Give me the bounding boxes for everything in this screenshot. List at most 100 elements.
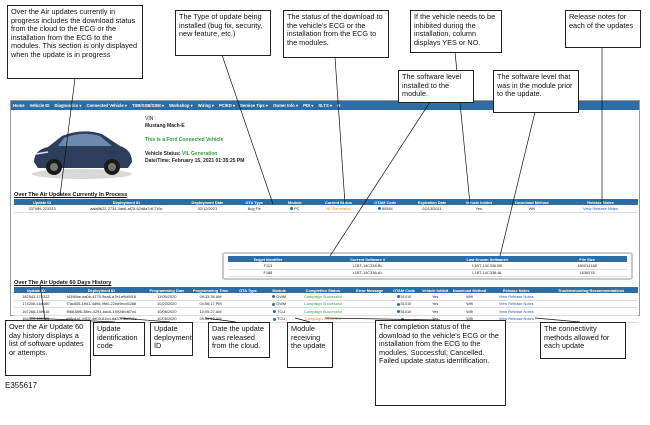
table-cell: L1BT-14C336-AL	[307, 269, 428, 277]
software-table: Target Identifier Current Software # Last …	[228, 256, 627, 277]
column-header: Download Method	[450, 287, 489, 293]
table-cell	[350, 307, 389, 316]
table-cell: 10/20/2020	[145, 300, 189, 308]
nav-item[interactable]: PDI ▾	[303, 103, 314, 108]
table-cell: L1BT-14C336-BK	[427, 262, 548, 270]
column-header: Troubleshooting Recommendations	[544, 287, 638, 293]
table-cell: VIL Generation	[313, 205, 364, 213]
table-cell	[232, 307, 264, 316]
table-cell: Wifi	[500, 205, 564, 213]
table-cell[interactable]: View Release Notes	[488, 300, 545, 308]
table-cell: L1BT-14C336-AL	[427, 269, 548, 277]
table-cell: f96638f6-38ec-4291-bac6-1f0f2dbd67c4	[57, 307, 146, 316]
status-label: Vehicle Status:	[145, 151, 181, 157]
callout: Over the Air Update 60 day history displ…	[5, 320, 91, 376]
nav-item[interactable]: Wiring ▾	[197, 103, 214, 108]
table-cell: TCU	[263, 307, 295, 316]
vehicle-status: Vehicle Status: VIL Generation	[145, 151, 217, 157]
callout: If the vehicle needs to be inhibited dur…	[410, 10, 502, 53]
column-header: Deployment ID	[70, 199, 183, 205]
column-header: File Size	[547, 256, 627, 262]
table-cell	[232, 300, 264, 308]
nav-item[interactable]: Connected Vehicle ▾	[86, 103, 127, 108]
table-cell: GWM	[263, 293, 295, 301]
table-cell: Yes	[456, 205, 501, 213]
table-cell	[350, 300, 389, 308]
column-header: Programming Time	[188, 287, 233, 293]
column-header: Deployment Date	[182, 199, 233, 205]
callout: Update identification code	[93, 322, 145, 356]
table-cell	[350, 293, 389, 301]
column-header: Deployment ID	[57, 287, 146, 293]
table-row: 174206-164480 f7ac805-1961-4d96-9fd0-22bd…	[14, 300, 638, 308]
column-header: OTA Type	[232, 287, 264, 293]
vehicle-datetime: Date/Time: February 15, 2021 01:35:25 PM	[145, 158, 245, 164]
table-cell: 02/12/2021	[182, 205, 233, 213]
table-cell: GWM	[263, 300, 295, 308]
nav-item[interactable]: TSB/GSB/SSM ▾	[131, 103, 165, 108]
table-row: 167265-159015 f96638f6-38ec-4291-bac6-1f0…	[14, 307, 638, 316]
callout: Release notes for each of the updates	[565, 10, 641, 48]
table-cell: 10:05:27 AM	[188, 307, 233, 316]
nav-item[interactable]: Vehicle ID	[29, 103, 50, 108]
table-cell	[544, 307, 638, 316]
callout: The Type of update being installed (bug …	[175, 10, 271, 56]
table-cell: Wifi	[450, 300, 489, 308]
nav-item[interactable]: Diagnostics ▾	[54, 103, 82, 108]
nav-item[interactable]: Home	[13, 103, 25, 108]
section-title: Over The Air Updates Currently In Proces…	[14, 192, 128, 198]
table-cell[interactable]: View Release Notes	[563, 205, 638, 213]
nav-item[interactable]: SLTS ▾	[318, 103, 332, 108]
table-cell: 51010	[388, 307, 420, 316]
table-cell[interactable]: View Release Notes	[488, 293, 545, 301]
column-header: Completion Status	[294, 287, 351, 293]
table-cell: F113	[228, 262, 308, 270]
callout: The software level that was in the modul…	[493, 70, 579, 113]
table-cell[interactable]: View Release Notes	[488, 315, 545, 323]
table-cell: Wifi	[450, 307, 489, 316]
vehicle-image	[32, 131, 132, 179]
table-cell: 1636278	[547, 269, 627, 277]
table-cell: 50584	[363, 205, 408, 213]
table-cell: 04:56:17 PM	[188, 300, 233, 308]
table-cell: 174206-164480	[14, 300, 58, 308]
nav-item[interactable]: ⚙	[337, 103, 341, 108]
table-cell[interactable]: View Release Notes	[488, 307, 545, 316]
column-header: Module	[276, 199, 314, 205]
history-table: Update ID Deployment ID Programming Date Pr…	[14, 287, 638, 323]
table-cell: Yes	[419, 300, 451, 308]
vin-label: VIN :	[145, 116, 157, 122]
column-header: Target Identifier	[228, 256, 308, 262]
table-cell: PC	[276, 205, 314, 213]
table-cell: L1BT-14C336-BL	[307, 262, 428, 270]
table-cell: F188	[228, 269, 308, 277]
table-row: 237089-223313 aab6f622-2734-4ab6-af75-62d…	[14, 205, 638, 213]
table-cell: Wifi	[450, 293, 489, 301]
table-cell: Campaign Successful	[294, 307, 351, 316]
column-header: Vehicle Inhibit	[456, 199, 501, 205]
column-header: Release Notes	[488, 287, 545, 293]
callout: Module receiving the update	[287, 322, 333, 368]
column-header: Last Known Software#	[427, 256, 548, 262]
table-cell: 11/05/2020	[145, 293, 189, 301]
table-cell: 02/13/2021	[407, 205, 457, 213]
table-cell: Yes	[419, 307, 451, 316]
nav-item[interactable]: Workshop ▾	[169, 103, 193, 108]
table-cell: 10/06/2020	[145, 307, 189, 316]
nav-item[interactable]: PC/ED ▾	[219, 103, 236, 108]
callout: The completion status of the download to…	[375, 320, 506, 406]
table-cell: aab6f622-2734-4ab6-af75-62d8a7df-719c	[70, 205, 183, 213]
column-header: Expiration Date	[407, 199, 457, 205]
table-cell: 167265-159015	[14, 307, 58, 316]
callout: The connectivity methods allowed for eac…	[540, 322, 626, 359]
header-row: Update ID Deployment ID Programming Date Pr…	[14, 287, 638, 293]
nav-item[interactable]: Service Tips ▾	[240, 103, 268, 108]
table-row: F188 L1BT-14C336-AL L1BT-14C336-AL 1636278	[228, 269, 627, 277]
nav-item[interactable]: Owner Info ▾	[272, 103, 299, 108]
table-cell: 237089-223313	[14, 205, 71, 213]
vehicle-model: Mustang Mach-E	[145, 123, 185, 129]
column-header: Error Message	[350, 287, 389, 293]
callout: The software level installed to the modu…	[398, 70, 474, 103]
table-cell: f4398be-ea0b-4175-9ea6-a7e1af0d5f18	[57, 293, 146, 301]
